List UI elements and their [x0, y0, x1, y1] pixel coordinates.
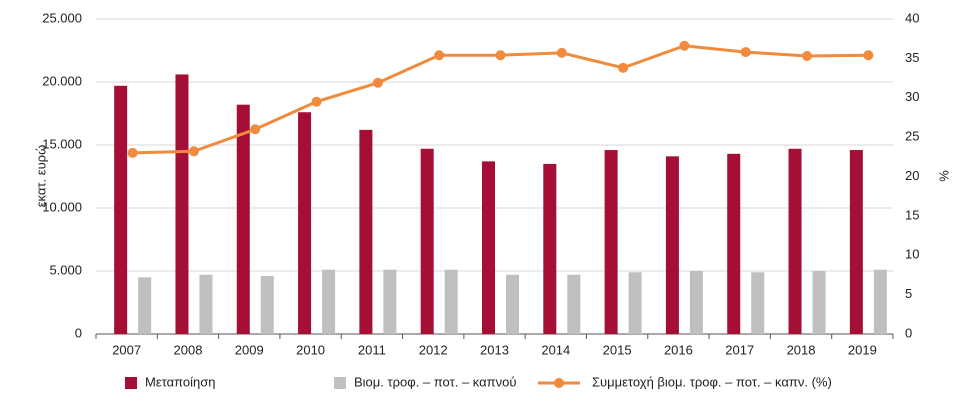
y-tick-label: 0 — [75, 325, 82, 340]
x-tick-label: 2008 — [174, 342, 203, 357]
bar — [788, 148, 802, 334]
bar — [383, 269, 397, 334]
bar — [567, 274, 581, 334]
bar — [138, 277, 152, 334]
bar — [199, 274, 213, 334]
x-tick-label: 2012 — [419, 342, 448, 357]
legend-label: Μεταποίηση — [145, 374, 215, 389]
y2-tick-label: 25 — [905, 129, 919, 144]
line-marker — [618, 62, 629, 73]
y2-tick-label: 0 — [905, 325, 912, 340]
y2-tick-label: 30 — [905, 89, 919, 104]
x-tick-label: 2007 — [112, 342, 141, 357]
legend-swatch — [125, 377, 137, 389]
line-marker — [863, 50, 874, 61]
bar — [849, 150, 863, 334]
bar — [175, 74, 189, 334]
line-marker — [802, 51, 813, 62]
x-tick-label: 2011 — [358, 342, 386, 357]
x-tick-label: 2016 — [664, 342, 693, 357]
y2-tick-label: 20 — [905, 168, 919, 183]
line-marker — [434, 50, 445, 61]
line-marker — [311, 96, 322, 107]
legend-swatch — [334, 377, 346, 389]
line-marker — [372, 77, 383, 88]
bar — [727, 153, 741, 334]
x-tick-label: 2010 — [296, 342, 325, 357]
legend-label: Βιομ. τροφ. – ποτ. – καπνού — [354, 374, 516, 389]
y2-tick-label: 40 — [905, 10, 919, 25]
y-axis-label: εκατ. ευρώ — [33, 145, 48, 207]
y-tick-label: 10.000 — [42, 199, 82, 214]
x-tick-label: 2015 — [603, 342, 632, 357]
x-tick-label: 2018 — [787, 342, 816, 357]
bar — [506, 274, 519, 334]
x-tick-label: 2009 — [235, 342, 264, 357]
bar — [482, 161, 495, 334]
y2-tick-label: 10 — [905, 247, 919, 262]
bar — [812, 271, 826, 334]
y2-axis-label: % — [936, 170, 951, 182]
line-marker — [127, 147, 138, 158]
x-tick-label: 2019 — [848, 342, 877, 357]
y2-tick-label: 15 — [905, 207, 919, 222]
bar — [543, 163, 557, 334]
line-marker — [679, 40, 690, 51]
bar — [751, 272, 765, 334]
legend-label: Συμμετοχή βιομ. τροφ. – ποτ. – καπν. (%) — [592, 374, 832, 389]
legend-swatch — [554, 378, 564, 388]
bar — [359, 129, 373, 334]
x-tick-label: 2017 — [725, 342, 754, 357]
y2-tick-label: 5 — [905, 286, 912, 301]
bar — [604, 150, 618, 334]
bar — [628, 272, 642, 334]
x-tick-label: 2013 — [480, 342, 509, 357]
bar — [665, 156, 679, 334]
bar — [260, 276, 274, 334]
y-tick-label: 15.000 — [42, 136, 82, 151]
line-marker — [250, 124, 261, 135]
bar — [873, 269, 887, 334]
bar — [114, 85, 128, 334]
y-tick-label: 5.000 — [49, 262, 82, 277]
bar — [298, 112, 312, 335]
line-marker — [556, 47, 567, 58]
bar — [236, 104, 250, 335]
line-marker — [740, 47, 751, 58]
bar — [689, 271, 703, 334]
bar — [322, 269, 336, 334]
line-marker — [188, 146, 199, 157]
x-tick-label: 2014 — [541, 342, 570, 357]
bar — [444, 269, 458, 334]
bar — [420, 148, 434, 334]
y2-tick-label: 35 — [905, 50, 919, 65]
y-tick-label: 20.000 — [42, 73, 82, 88]
y-tick-label: 25.000 — [42, 10, 82, 25]
line-marker — [495, 50, 506, 61]
